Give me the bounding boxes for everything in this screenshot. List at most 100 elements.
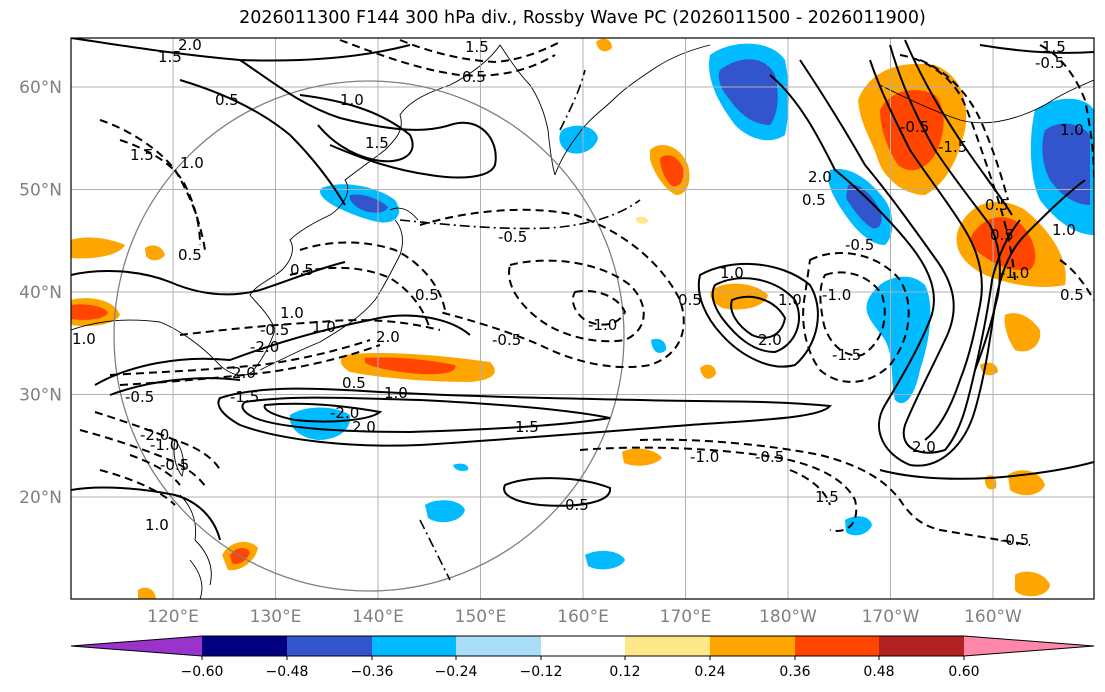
contour-neg-alaska-2 — [919, 59, 1009, 201]
contour-neg-east-asia-3 — [94, 411, 221, 471]
contour-label: 1.0 — [72, 330, 96, 348]
contour-neg-japan-1 — [299, 241, 446, 311]
colorbar-bin — [625, 636, 710, 656]
shade-red-kamchatka-south — [660, 155, 684, 187]
contour-label: 1.0 — [1052, 221, 1076, 239]
contour-mid-pacific-loop-outer — [697, 262, 819, 368]
colorbar-tick-label: 0.36 — [779, 664, 810, 680]
colorbar-bin — [879, 636, 964, 656]
contour-label: 2.0 — [232, 364, 256, 382]
contour-label: -0.5 — [900, 118, 929, 136]
coastline-philippines — [179, 494, 212, 599]
shade-blue-mid-pacific — [866, 276, 931, 404]
contour-label: -1.0 — [1000, 264, 1029, 282]
contour-label: -1.5 — [938, 138, 967, 156]
map-frame — [70, 37, 1095, 600]
contour-label: 0.5 — [215, 91, 239, 109]
contour-neg-alaska-3 — [1039, 44, 1094, 181]
colorbar-tick-label: −0.12 — [520, 664, 563, 680]
shade-red-jet — [365, 357, 456, 375]
coastline-sakhalin-okhotsk — [384, 44, 556, 176]
shade-orange-mid-pacific-40n — [710, 283, 768, 310]
shade-blue-tiny-2 — [453, 463, 469, 471]
contour-label: 1.0 — [384, 384, 408, 402]
contour-label: 2.0 — [376, 328, 400, 346]
shading-layer — [71, 38, 1094, 599]
contour-subtropical-jet-2 — [241, 396, 611, 434]
contour-label: -1.5 — [832, 346, 861, 364]
colorbar-under-arrow — [71, 636, 202, 656]
contour-label: -0.5 — [260, 321, 289, 339]
colorbar-ticks — [201, 656, 965, 660]
colorbar: −0.60 −0.48 −0.36 −0.24 −0.12 0.12 0.24 … — [70, 635, 1095, 680]
lon-label: 170°W — [862, 607, 920, 627]
contour-label: 1.5 — [365, 134, 389, 152]
contour-neg-philippine — [99, 454, 181, 506]
contour-label: -0.5 — [845, 236, 874, 254]
shade-red-bering — [880, 90, 944, 171]
contour-zero-3 — [559, 69, 586, 131]
contour-label: 1.5 — [515, 418, 539, 436]
contour-neg-kamchatka-2 — [399, 39, 561, 64]
shade-red-gulf — [970, 217, 1036, 271]
contour-label: 0.5 — [178, 246, 202, 264]
shade-orange-east-jet — [1004, 313, 1041, 352]
contour-label: -1.0 — [588, 316, 617, 334]
lon-label: 130°E — [250, 607, 302, 627]
colorbar-bin — [710, 636, 795, 656]
contour-neg-pacific-low — [419, 208, 685, 369]
contour-wave-east-3 — [869, 59, 983, 441]
latitude-labels: 60°N 50°N 40°N 30°N 20°N — [19, 78, 62, 508]
contour-label: 1.0 — [778, 291, 802, 309]
contour-label: -1.0 — [690, 448, 719, 466]
coastline-taiwan — [173, 439, 185, 477]
contour-labels: 2.0 1.5 1.5 0.5 1.0 0.5 1.5 1.5 1.0 1.5 … — [72, 38, 1084, 549]
reference-circle — [113, 80, 625, 592]
positive-contours — [71, 38, 1094, 541]
colorbar-tick-label: −0.36 — [351, 664, 394, 680]
colorbar-bin — [287, 636, 372, 656]
shade-orange-bottom-right — [1015, 571, 1050, 597]
contour-label: 1.0 — [180, 154, 204, 172]
contour-neg-siberia-inner — [119, 139, 201, 246]
colorbar-bin — [372, 636, 456, 656]
lat-label: 30°N — [19, 386, 62, 406]
shade-orange-west-1 — [71, 237, 125, 259]
contour-label: 1.5 — [465, 38, 489, 56]
contour-neg-right — [1059, 259, 1094, 301]
shade-dark-blue-diagonal-band — [846, 184, 882, 229]
contour-label: 0.5 — [462, 68, 486, 86]
contour-zero-1 — [399, 199, 641, 230]
contour-label: -2.0 — [330, 404, 359, 422]
contour-neg-pacific-low-core — [571, 290, 627, 326]
contour-label: -0.5 — [492, 331, 521, 349]
contour-label: 1.5 — [130, 146, 154, 164]
contour-label: 0.5 — [678, 291, 702, 309]
coastline-japan — [259, 207, 419, 371]
contour-label: 0.5 — [342, 374, 366, 392]
contour-label: 2.0 — [352, 418, 376, 436]
contour-label: -2.0 — [250, 338, 279, 356]
shade-orange-tiny-2 — [138, 587, 156, 599]
contour-label: -0.5 — [125, 388, 154, 406]
contour-label: 1.5 — [815, 488, 839, 506]
contour-label: -0.5 — [755, 448, 784, 466]
contour-label: 1.0 — [720, 264, 744, 282]
contour-neg-tropics-band — [579, 446, 858, 532]
coastline-asia — [71, 149, 386, 376]
contour-label: -0.5 — [498, 228, 527, 246]
shade-blue-tiny-1 — [651, 338, 667, 353]
colorbar-bin — [202, 636, 287, 656]
shade-orange-west-2 — [145, 245, 165, 261]
lon-label: 180°W — [759, 607, 817, 627]
shade-orange-tiny-1 — [700, 364, 716, 379]
contour-neg-mid-east — [802, 252, 910, 383]
shade-blue-tropics-2 — [585, 550, 625, 570]
colorbar-over-arrow — [964, 636, 1094, 656]
contour-label: 2.0 — [808, 168, 832, 186]
lat-label: 50°N — [19, 181, 62, 201]
contour-label: -1.5 — [230, 388, 259, 406]
contour-label: -0.5 — [1035, 54, 1064, 72]
contour-neg-jet-north — [179, 319, 441, 336]
